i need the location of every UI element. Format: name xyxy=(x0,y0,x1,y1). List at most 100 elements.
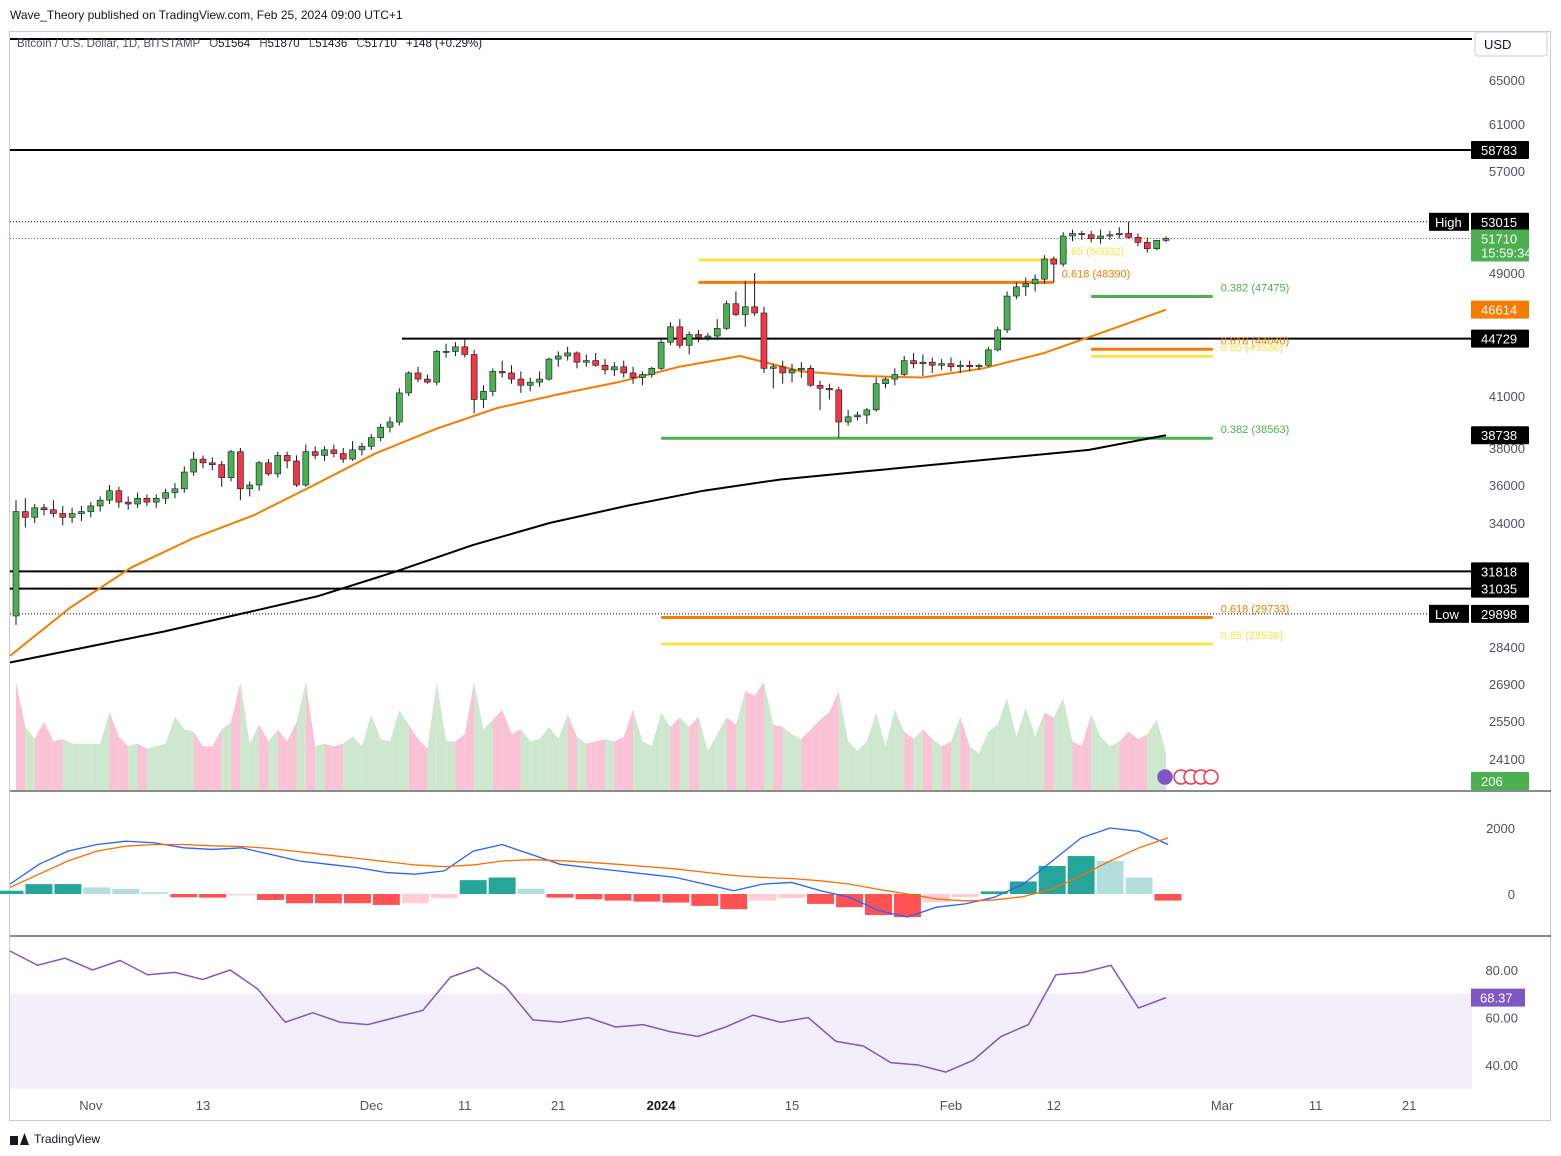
volume-segment xyxy=(1109,741,1120,790)
macd-histogram-bar xyxy=(633,894,661,902)
volume-segment xyxy=(146,746,157,790)
candle-body xyxy=(78,511,85,514)
volume-segment xyxy=(502,709,512,790)
candle-body xyxy=(414,372,422,380)
close-value: 51710 xyxy=(365,38,397,50)
volume-segment xyxy=(1053,698,1064,790)
candles xyxy=(12,221,1170,625)
candle-body xyxy=(265,462,272,475)
candle-body xyxy=(1125,233,1132,238)
candle-body xyxy=(816,384,824,389)
volume-segment xyxy=(576,736,587,790)
price-label-text: 29898 xyxy=(1481,607,1517,622)
candle-body xyxy=(405,372,412,394)
volume-segment xyxy=(1100,736,1110,790)
macd-histogram-bar xyxy=(54,884,82,894)
volume-segment xyxy=(885,709,895,790)
volume-segment xyxy=(511,729,521,790)
candle-body xyxy=(676,326,684,346)
macd-histogram-bar xyxy=(286,894,313,904)
time-tick: 11 xyxy=(458,1098,472,1113)
currency-button[interactable]: USD xyxy=(1474,31,1548,57)
candle-body xyxy=(1031,278,1039,285)
volume-segment xyxy=(184,729,194,790)
candle-body xyxy=(1013,286,1020,297)
signal-line xyxy=(9,837,1169,902)
volume-segment xyxy=(679,717,690,790)
time-tick: 21 xyxy=(1402,1098,1416,1113)
candle-body xyxy=(12,511,20,617)
time-axis[interactable]: Nov 13 Dec 11 21 2024 15 Feb 12 Mar 11 21 xyxy=(79,1098,1416,1113)
volume-segment xyxy=(137,743,147,790)
volume-segment xyxy=(782,727,793,790)
candle-body xyxy=(293,460,300,486)
candle-body xyxy=(882,378,889,384)
volume-segment xyxy=(969,746,980,790)
volume-segment xyxy=(913,729,923,790)
fib-label: 0.382 (38563) xyxy=(1221,424,1290,436)
candle-body xyxy=(770,366,777,369)
macd-histogram-bar xyxy=(1125,877,1153,894)
candle-body xyxy=(1022,283,1030,288)
candle-body xyxy=(209,462,216,465)
macd-histogram-bar xyxy=(662,894,690,903)
candle-body xyxy=(938,363,945,366)
volume-segment xyxy=(950,716,961,790)
candle-body xyxy=(1162,238,1170,241)
candle-body xyxy=(461,346,469,355)
volume-segment xyxy=(876,712,886,790)
ema50-line xyxy=(9,308,1167,657)
volume-segment xyxy=(941,741,951,790)
volume-segment xyxy=(1063,698,1073,790)
macd-histogram-bar xyxy=(401,894,429,904)
candle-body xyxy=(554,355,562,360)
volume-segment xyxy=(1137,734,1148,790)
macd-pane[interactable] xyxy=(0,827,1182,918)
candle-body xyxy=(872,383,880,411)
volume-segment xyxy=(128,743,138,790)
candle-body xyxy=(199,458,207,464)
volume-segment xyxy=(25,727,35,790)
volume-segment xyxy=(324,743,334,790)
volume-segment xyxy=(287,722,297,790)
candle-body xyxy=(96,499,104,507)
candle-body xyxy=(957,364,964,368)
event-icons[interactable] xyxy=(1157,769,1219,785)
price-label-box xyxy=(1471,300,1529,319)
candle-body xyxy=(975,364,983,368)
volume-area xyxy=(16,682,1166,790)
candle-body xyxy=(124,501,132,505)
volume-segment xyxy=(838,691,849,790)
volume-segment xyxy=(670,717,680,790)
volume-segment xyxy=(343,736,353,790)
volume-segment xyxy=(623,709,634,790)
volume-segment xyxy=(231,682,241,790)
candle-body xyxy=(40,507,48,510)
candle-body xyxy=(162,492,169,499)
volume-segment xyxy=(389,710,400,790)
volume-segment xyxy=(296,682,306,790)
change-value: +148 (+0.29%) xyxy=(406,38,482,50)
volume-segment xyxy=(960,716,970,790)
volume-segment xyxy=(315,743,325,790)
chart-frame xyxy=(9,31,1551,1121)
fib-label: 0.382 (47475) xyxy=(1221,282,1290,294)
candle-body xyxy=(143,497,151,503)
volume-segment xyxy=(455,734,465,790)
macd-histogram-bar xyxy=(691,894,719,906)
candle-body xyxy=(844,416,852,423)
volume-segment xyxy=(932,739,942,790)
high-label: H xyxy=(259,38,267,50)
rsi-pane[interactable] xyxy=(9,950,1472,1089)
volume-segment xyxy=(193,731,203,790)
price-pane[interactable]: 0.65 (50032) 0.618 (48390) 0.382 (47475) 0.… xyxy=(9,32,1472,790)
macd-histogram-bar xyxy=(980,891,1008,894)
horizontal-lines xyxy=(10,38,1472,615)
time-tick: 13 xyxy=(196,1098,210,1113)
volume-segment xyxy=(1128,731,1138,790)
volume-segment xyxy=(109,712,119,790)
price-label-box xyxy=(1471,579,1529,598)
price-axis[interactable]: 65000 61000 57000 49000 41000 38000 36000 34000… xyxy=(1485,73,1525,1073)
footer[interactable]: TradingView xyxy=(10,1132,100,1146)
